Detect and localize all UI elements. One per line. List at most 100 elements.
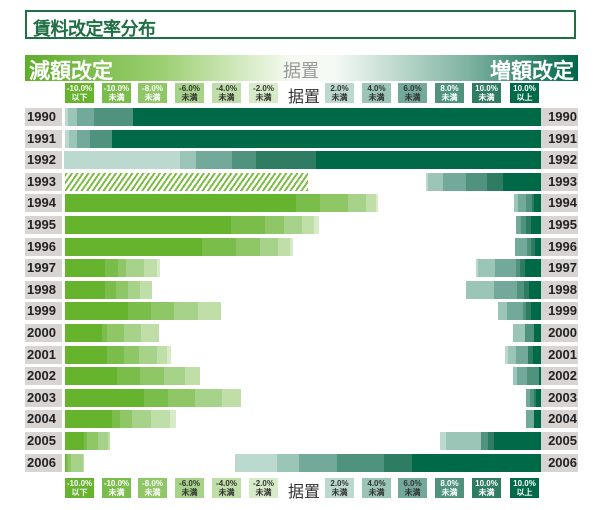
bar-segment-increase — [481, 432, 489, 450]
legend-chip-bottom: 未満 — [478, 93, 495, 102]
legend-chip-top: 8.0% — [440, 84, 459, 93]
year-label-right: 1991 — [541, 129, 578, 148]
bar-segment-decrease — [108, 432, 111, 450]
bar-row: 1999 1999 — [25, 302, 578, 321]
year-label-right: 1993 — [541, 172, 578, 191]
legend-chip-increase: 4.0% 未満 — [362, 478, 391, 498]
bar-segment-increase — [507, 345, 516, 364]
legend-chip-bottom: 未満 — [478, 488, 495, 497]
bar-segment-decrease — [82, 453, 85, 472]
bar-segment-increase — [523, 280, 530, 299]
bar-segment-decrease — [118, 259, 127, 278]
year-label-left: 2001 — [25, 345, 62, 364]
bar-segment-increase — [498, 302, 507, 321]
bar-segment-increase — [514, 194, 519, 213]
legend-chip-top: 4.0% — [367, 479, 386, 488]
legend-chip-decrease: -10.0% 未満 — [102, 478, 131, 498]
year-label-right: 2004 — [541, 410, 578, 429]
year-label-left: 1993 — [25, 172, 62, 191]
bar-segment-increase — [486, 172, 503, 191]
bar-segment-increase — [505, 345, 508, 364]
legend-chip-bottom: 未満 — [404, 93, 421, 102]
bar-segment-increase — [90, 129, 113, 148]
bar-segment-decrease — [98, 432, 109, 450]
bar-segment-decrease — [221, 388, 242, 407]
bar-segment-decrease — [290, 237, 293, 256]
legend-chip-bottom: 未満 — [441, 93, 458, 102]
bar-segment-decrease — [302, 216, 315, 234]
bar-segment-increase — [412, 453, 541, 472]
bar-segment-decrease — [105, 280, 117, 299]
bar-segment-increase — [68, 129, 78, 148]
legend-chip-top: -4.0% — [216, 479, 237, 488]
year-label-left: 2005 — [25, 432, 62, 450]
bar-row: 1990 1990 — [25, 108, 578, 126]
bar-row: 2001 2001 — [25, 345, 578, 364]
year-label-right: 1994 — [541, 194, 578, 213]
bar-segment-decrease — [65, 345, 107, 364]
bar-segment-increase — [76, 108, 94, 126]
year-label-left: 2000 — [25, 324, 62, 342]
year-label-right: 1992 — [541, 151, 578, 170]
bar-segment-increase — [534, 237, 541, 256]
bar-segment-decrease — [376, 194, 378, 213]
year-label-left: 1990 — [25, 108, 62, 126]
legend-bottom: -10.0% 以下 -10.0% 未満 -8.0% 未満 -6.0% 未満 -4.0% 未満 -2.… — [65, 478, 541, 501]
bar-segment-decrease — [102, 324, 108, 342]
legend-chip-increase: 10.0% 未満 — [472, 83, 501, 103]
bar-segment-increase — [527, 345, 533, 364]
legend-chip-bottom: 未満 — [441, 488, 458, 497]
legend-top: -10.0% 以下 -10.0% 未満 -8.0% 未満 -6.0% 未満 -4.0% 未満 -2.… — [65, 83, 541, 106]
legend-chip-increase: 10.0% 以上 — [510, 478, 539, 498]
legend-chip-top: 6.0% — [403, 84, 422, 93]
bar-segment-decrease — [170, 410, 177, 429]
bar-segment-increase — [529, 280, 541, 299]
year-label-right: 1995 — [541, 216, 578, 234]
bar-segment-increase — [522, 302, 526, 321]
legend-chip-top: 8.0% — [440, 479, 459, 488]
bar-segment-decrease — [116, 280, 128, 299]
legend-chip-top: 6.0% — [403, 479, 422, 488]
legend-chip-bottom: 未満 — [218, 488, 235, 497]
bar-segment-increase — [526, 367, 540, 386]
bar-segment-increase — [531, 237, 535, 256]
year-label-right: 1997 — [541, 259, 578, 278]
legend-chip-bottom: 以下 — [71, 93, 88, 102]
year-label-left: 1991 — [25, 129, 62, 148]
bar-segment-increase — [494, 280, 518, 299]
bar-segment-increase — [525, 302, 531, 321]
year-label-right: 2005 — [541, 432, 578, 450]
bar-row: 2004 2004 — [25, 410, 578, 429]
legend-chip-top: 2.0% — [330, 84, 349, 93]
bar-segment-decrease — [65, 324, 103, 342]
bar-segment-increase — [277, 453, 299, 472]
year-label-right: 2000 — [541, 324, 578, 342]
bar-segment-increase — [234, 453, 278, 472]
bar-segment-decrease — [127, 280, 140, 299]
year-label-right: 2002 — [541, 367, 578, 386]
bar-row: 1996 1996 — [25, 237, 578, 256]
bar-segment-increase — [255, 151, 316, 170]
bar-segment-increase — [532, 345, 541, 364]
bar-segment-increase — [495, 259, 516, 278]
bar-row: 1994 1994 — [25, 194, 578, 213]
legend-chip-bottom: 未満 — [331, 93, 348, 102]
bar-segment-increase — [529, 388, 534, 407]
bar-segment-increase — [517, 280, 524, 299]
bar-segment-increase — [515, 259, 521, 278]
bar-segment-decrease — [65, 367, 117, 386]
legend-chip-top: -4.0% — [216, 84, 237, 93]
bar-segment-decrease — [194, 388, 222, 407]
bar-segment-increase — [298, 453, 338, 472]
legend-chip-bottom: 以上 — [516, 93, 533, 102]
legend-chip-increase: 10.0% 未満 — [472, 478, 501, 498]
bar-segment-increase — [524, 259, 541, 278]
year-label-right: 1999 — [541, 302, 578, 321]
bar-segment-increase — [518, 194, 526, 213]
legend-chip-bottom: 未満 — [368, 488, 385, 497]
bar-segment-decrease — [124, 324, 141, 342]
bar-segment-decrease — [67, 453, 71, 472]
bar-segment-increase — [77, 129, 91, 148]
bar-segment-increase — [440, 432, 446, 450]
